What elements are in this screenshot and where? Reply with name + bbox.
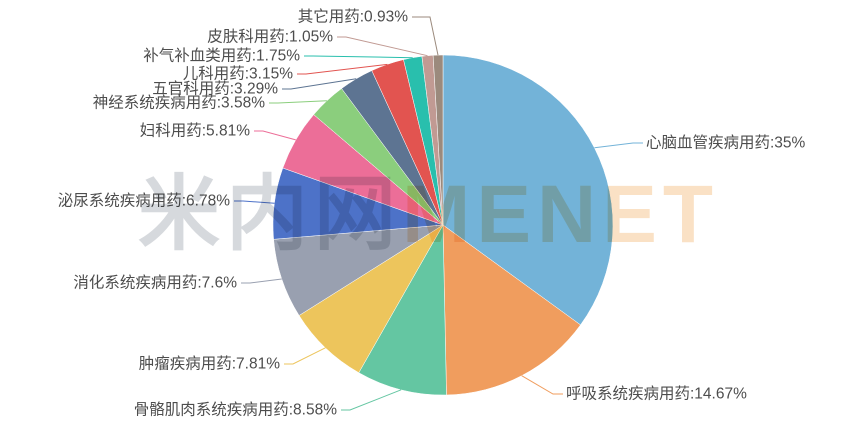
leader-line-11	[337, 36, 428, 57]
leader-line-10	[304, 55, 413, 59]
leader-line-1	[521, 375, 563, 395]
slice-label-6: 妇科用药:5.81%	[140, 122, 250, 140]
slice-label-7: 神经系统疾病用药:3.58%	[93, 94, 265, 112]
slice-label-2: 骨骼肌肉系统疾病用药:8.58%	[134, 401, 337, 419]
slice-label-11: 皮肤科用药:1.05%	[207, 28, 333, 46]
slice-label-4: 消化系统疾病用药:7.6%	[73, 274, 237, 292]
pie-slice-1[interactable]	[442, 224, 581, 396]
leader-line-2	[341, 389, 402, 411]
leader-lines	[234, 16, 643, 411]
leader-line-12	[412, 16, 439, 56]
slice-labels: 心脑血管疾病用药:35% 呼吸系统疾病用药:14.67% 骨骼肌肉系统疾病用药:8.…	[58, 8, 806, 419]
leader-line-5	[234, 200, 275, 204]
leader-line-7	[269, 100, 327, 104]
leader-line-6	[254, 130, 296, 141]
slice-label-3: 肿瘤疾病用药:7.81%	[139, 355, 280, 373]
slice-label-8: 五官科用药:3.29%	[152, 80, 278, 98]
pie-slice-0[interactable]	[442, 54, 614, 326]
slice-label-1: 呼吸系统疾病用药:14.67%	[566, 385, 747, 403]
slice-label-10: 补气补血类用药:1.75%	[143, 47, 300, 65]
leader-line-8	[282, 78, 357, 90]
leader-line-4	[241, 278, 282, 284]
pie-slices	[272, 54, 614, 396]
slice-label-5: 泌尿系统疾病用药:6.78%	[58, 192, 230, 210]
slice-label-0: 心脑血管疾病用药:35%	[646, 134, 806, 152]
slice-label-9: 儿科用药:3.15%	[183, 65, 293, 83]
pie-slice-2[interactable]	[358, 224, 447, 396]
leader-line-3	[284, 347, 326, 365]
leader-line-9	[297, 63, 388, 75]
leader-line-0	[594, 142, 643, 149]
slice-label-12: 其它用药:0.93%	[298, 8, 408, 26]
